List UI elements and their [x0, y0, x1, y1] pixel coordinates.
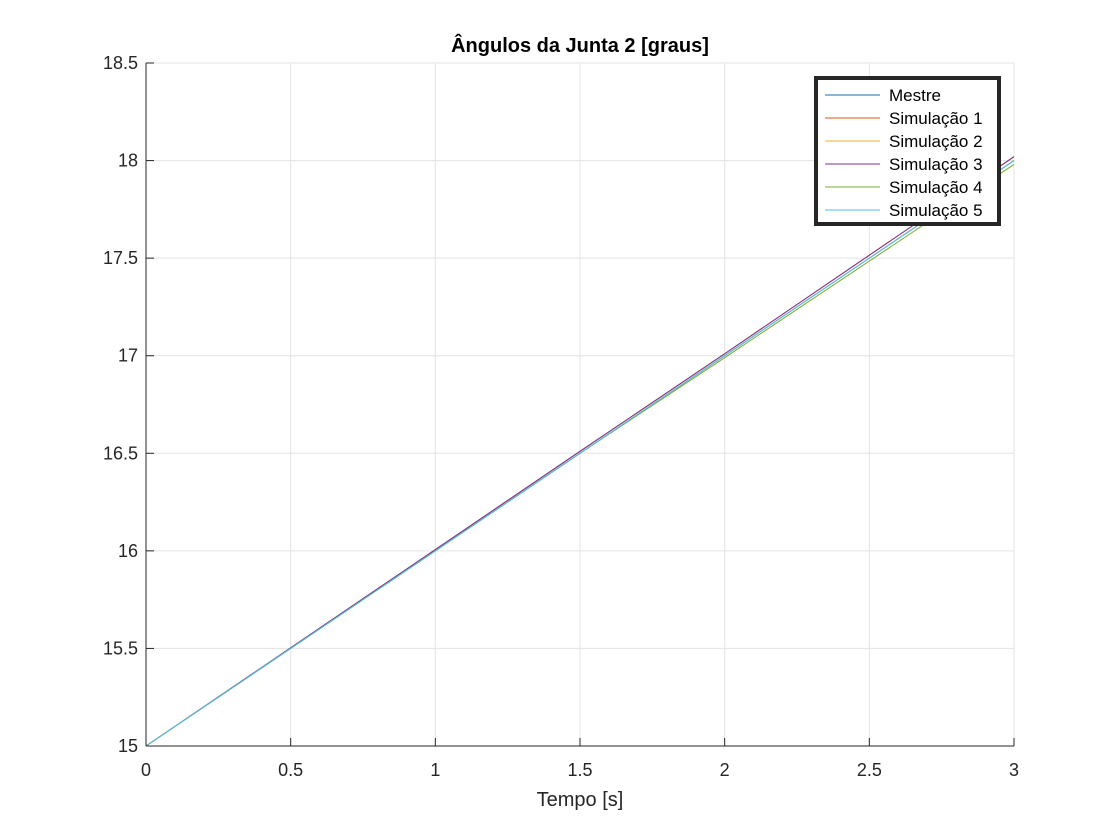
y-tick-label: 16.5	[103, 443, 138, 463]
x-tick-label: 0	[141, 760, 151, 780]
y-tick-label: 15	[118, 736, 138, 756]
y-tick-label: 17.5	[103, 248, 138, 268]
chart-title: Ângulos da Junta 2 [graus]	[451, 33, 709, 57]
x-tick-label: 3	[1009, 760, 1019, 780]
x-axis-label: Tempo [s]	[537, 789, 624, 811]
x-tick-label: 1.5	[567, 760, 592, 780]
legend-box	[814, 76, 1001, 226]
legend-label: Mestre	[889, 86, 941, 105]
series-lines	[145, 156, 1015, 747]
y-tick-label: 18	[118, 151, 138, 171]
x-tick-label: 0.5	[278, 760, 303, 780]
series-line-4	[145, 156, 1015, 747]
y-tick-label: 17	[118, 346, 138, 366]
axes	[145, 62, 1015, 747]
x-tick-label: 1	[430, 760, 440, 780]
legend-label: Simulação 1	[889, 109, 983, 128]
y-tick-label: 15.5	[103, 638, 138, 658]
x-tick-label: 2.5	[857, 760, 882, 780]
legend-label: Simulação 5	[889, 201, 983, 220]
legend-label: Simulação 3	[889, 155, 983, 174]
tick-labels: 0 0.5 1 1.5 2 2.5 3 15 15.5 16 16.5 17 17.5 18 18.5	[103, 53, 1019, 780]
legend-label: Simulação 4	[889, 178, 983, 197]
y-tick-label: 18.5	[103, 53, 138, 73]
series-line-6	[145, 160, 1015, 747]
legend[interactable]: Mestre Simulação 1 Simulação 2 Simulação 3 S…	[814, 76, 1001, 226]
y-tick-label: 16	[118, 541, 138, 561]
legend-label: Simulação 2	[889, 132, 983, 151]
x-tick-label: 2	[720, 760, 730, 780]
